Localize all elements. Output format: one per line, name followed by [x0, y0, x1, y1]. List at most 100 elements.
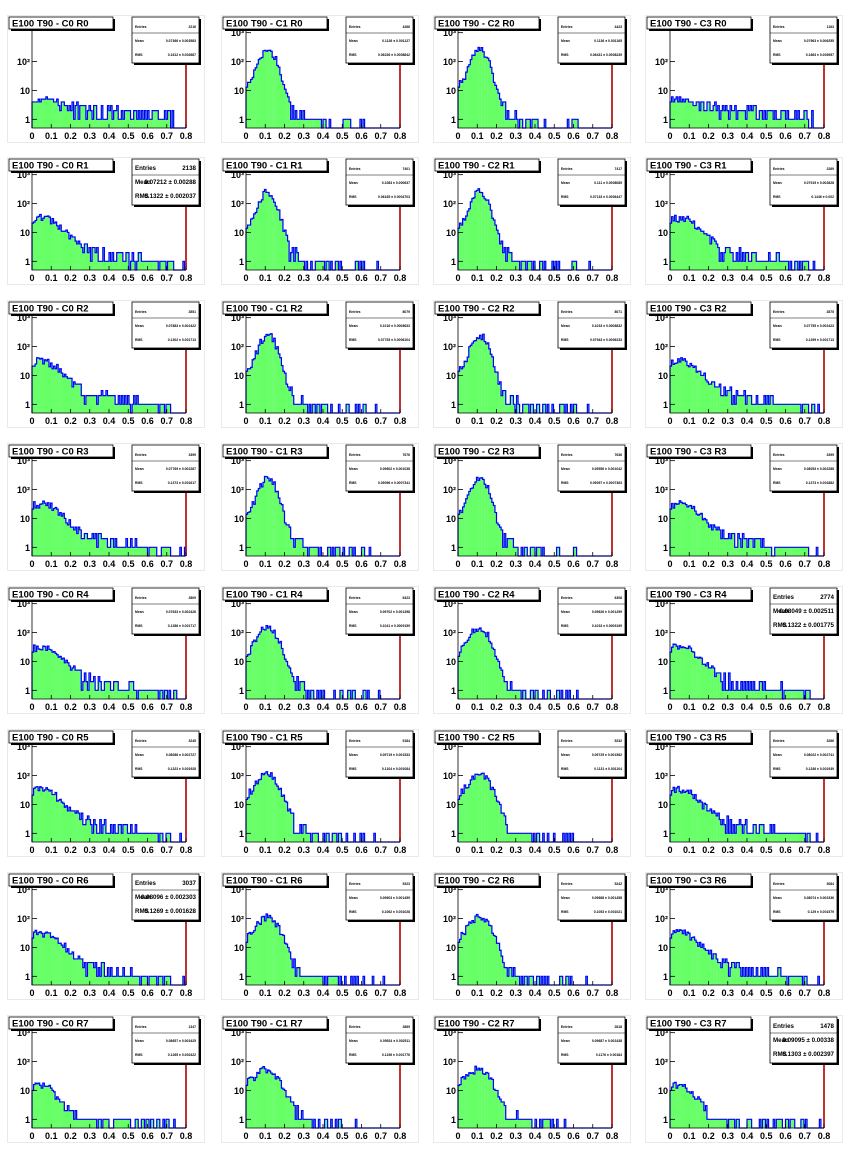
histogram-bin: [507, 538, 509, 556]
histogram-bin: [757, 538, 760, 556]
histogram-bin: [98, 967, 100, 985]
histogram-bin: [309, 547, 311, 556]
histogram-bin: [113, 976, 116, 985]
histogram-bin: [518, 976, 520, 985]
histogram-bin: [796, 833, 798, 842]
histogram-bin: [68, 807, 71, 842]
histogram-bin: [693, 367, 695, 413]
x-tick-label: 0.2: [64, 702, 77, 712]
histogram-bin: [525, 547, 528, 556]
histogram-bin: [38, 358, 40, 413]
histogram-bin: [774, 110, 777, 128]
x-tick-label: 0.1: [45, 559, 58, 569]
y-tick-label: 10: [20, 800, 30, 810]
histogram-bin: [253, 504, 256, 556]
histogram-bin: [496, 1090, 499, 1128]
histogram-bin: [478, 629, 480, 699]
stats-box: [769, 301, 838, 349]
histogram-bin: [352, 690, 354, 699]
x-tick-label: 0.1: [471, 131, 484, 141]
histogram-bin: [70, 235, 73, 270]
histogram-bin: [35, 101, 37, 128]
stats-entries-value: 3399: [188, 453, 196, 457]
x-tick-label: 0.6: [141, 702, 154, 712]
histogram-bin: [527, 119, 529, 128]
histogram-bin: [93, 1119, 96, 1128]
histogram-bin: [511, 261, 514, 270]
x-tick-label: 0.1: [45, 1131, 58, 1141]
histogram-bin: [32, 366, 34, 413]
histogram-bin: [516, 976, 519, 985]
histogram-bin: [688, 219, 691, 270]
histogram-bin: [119, 547, 122, 556]
histogram-bin: [674, 932, 677, 985]
histogram-bin: [272, 921, 274, 985]
histogram-bin: [796, 404, 798, 413]
histogram-bin: [99, 819, 102, 842]
histogram-bin: [706, 1119, 709, 1128]
histogram-pad: 0 0.1 0.2 0.3 0.4 0.5 0.6 0.7 0.8 1 10 10² 10³ E100 T…: [645, 586, 843, 714]
histogram-bin: [478, 188, 480, 270]
histogram-bin: [81, 813, 83, 842]
histogram-bin: [682, 99, 685, 128]
histogram-bin: [88, 1119, 91, 1128]
histogram-bin: [359, 261, 362, 270]
title-box: [222, 873, 328, 887]
histogram-bin: [730, 819, 732, 842]
histogram-bin: [482, 631, 485, 699]
y-tick-label: 1: [239, 1115, 244, 1125]
y-tick-label: 10²: [231, 342, 244, 352]
y-tick-label: 10²: [443, 485, 456, 495]
histogram-bin: [286, 1096, 288, 1128]
histogram-bin: [473, 632, 476, 699]
histogram-bin: [44, 359, 47, 413]
histogram-bin: [797, 110, 800, 128]
histogram-bin: [742, 252, 745, 270]
histogram-bin: [107, 395, 110, 413]
stats-mean-label: Mean: [349, 467, 358, 471]
y-tick-label: 1: [239, 972, 244, 982]
histogram-bin: [375, 404, 378, 413]
histogram-bin: [264, 920, 267, 985]
histogram-bin: [356, 976, 359, 985]
histogram-bin: [144, 261, 147, 270]
histogram-bin: [135, 1119, 137, 1128]
histogram-bin: [161, 690, 164, 699]
y-tick-label: 1: [239, 257, 244, 267]
histogram-bin: [484, 778, 486, 842]
histogram-bin: [346, 404, 348, 413]
x-tick-label: 0.2: [702, 131, 715, 141]
stats-rms-value: 0.1176 ± 0.00184: [596, 1053, 622, 1057]
histogram-bin: [713, 953, 715, 985]
y-tick-label: 1: [25, 1115, 30, 1125]
stats-rms-label: RMS: [349, 1053, 357, 1057]
histogram-bin: [109, 833, 111, 842]
histogram-bin: [92, 247, 94, 270]
stats-rms-value: 0.1286 ± 0.001717: [168, 624, 196, 628]
histogram-bin: [734, 690, 737, 699]
histogram-bin: [474, 774, 477, 842]
histogram-bin: [78, 384, 80, 413]
histogram-bin: [470, 1073, 473, 1128]
x-tick-label: 0: [29, 988, 34, 998]
histogram-bin: [680, 792, 683, 842]
histogram-bin: [249, 225, 251, 270]
stats-entries-value: 3399: [826, 453, 834, 457]
histogram-bin: [136, 395, 139, 413]
stats-mean-value: 0.08053 ± 0.002288: [804, 467, 834, 471]
histogram-bin: [61, 802, 63, 842]
histogram-bin: [145, 833, 148, 842]
x-tick-label: 0.2: [64, 559, 77, 569]
histogram-bin: [485, 57, 488, 129]
histogram-bin: [64, 807, 67, 842]
histogram-bin: [165, 119, 168, 128]
x-tick-label: 0.5: [548, 273, 561, 283]
histogram-bin: [158, 976, 160, 985]
histogram-bin: [490, 354, 493, 413]
histogram-bin: [338, 547, 341, 556]
histogram-bin: [693, 105, 695, 128]
histogram-bin: [130, 967, 133, 985]
histogram-title: E100 T90 - C3 R6: [650, 876, 727, 887]
histogram-bin: [800, 547, 803, 556]
histogram-bin: [42, 791, 45, 842]
